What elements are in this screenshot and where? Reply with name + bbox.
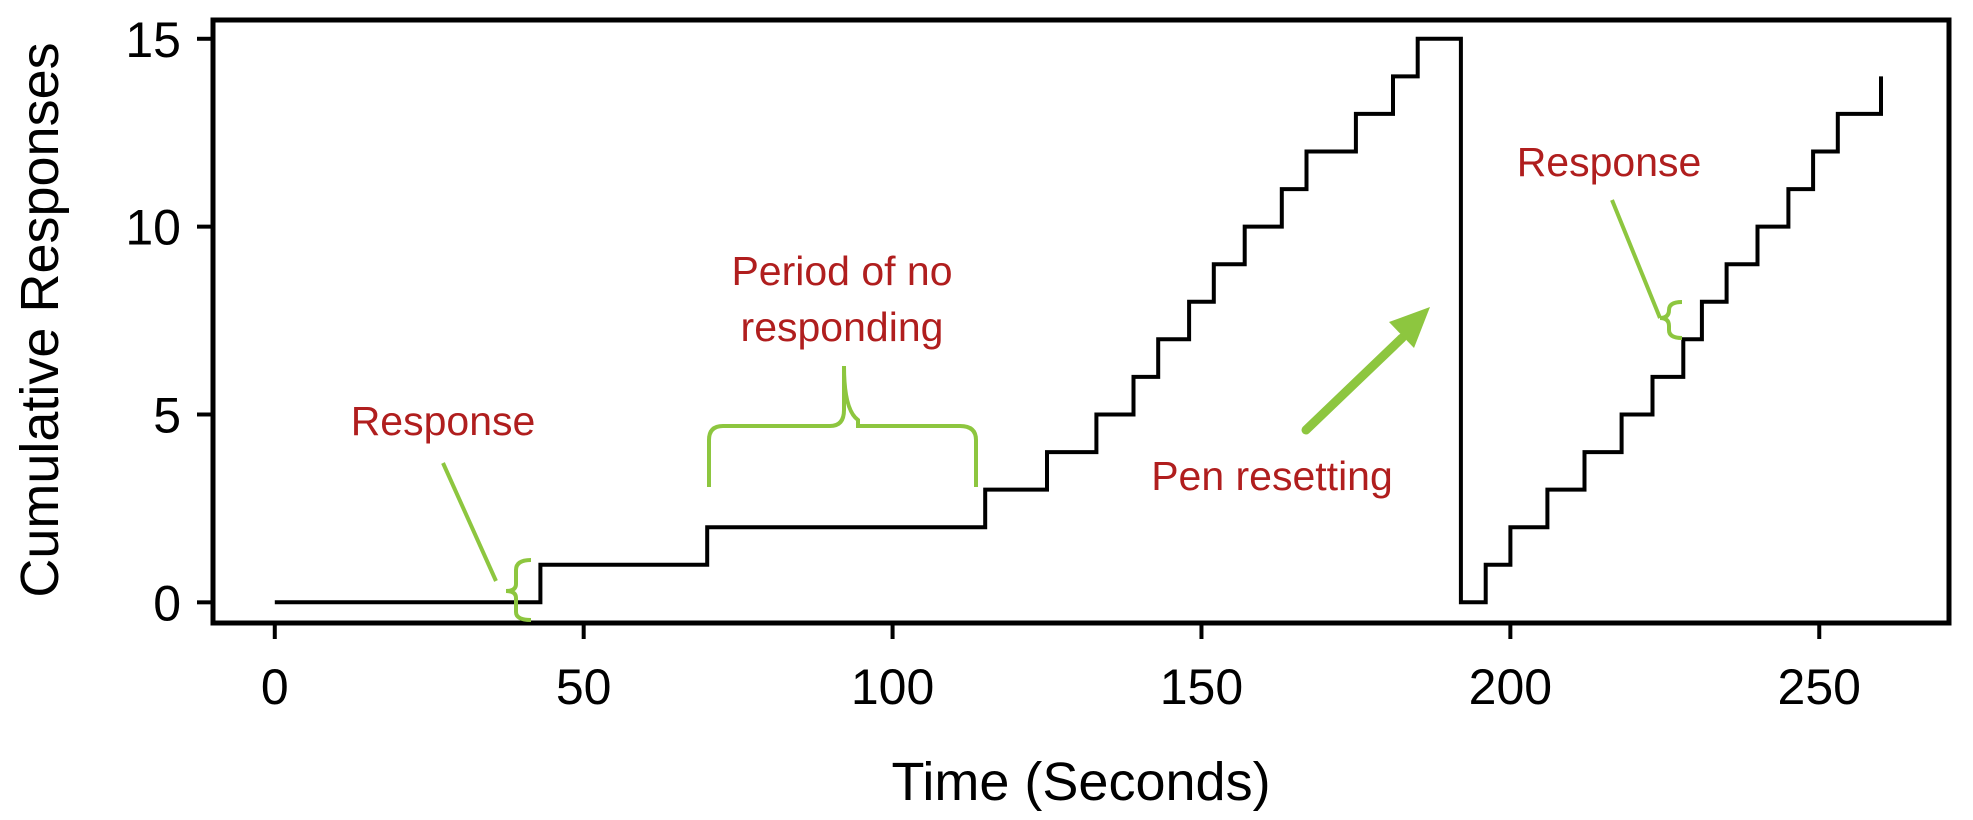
annotation-response-left: Response xyxy=(351,398,536,622)
annotation-pen-resetting-arrow-head xyxy=(1389,307,1430,348)
x-tick-label: 50 xyxy=(556,659,612,715)
x-axis-title: Time (Seconds) xyxy=(891,752,1270,812)
annotation-response-right-leader xyxy=(1610,199,1662,319)
y-tick-label: 15 xyxy=(125,12,181,68)
x-tick-label: 100 xyxy=(851,659,934,715)
annotation-response-right-label: Response xyxy=(1517,139,1702,185)
annotation-no-responding: Period of no responding xyxy=(707,248,978,487)
x-tick-label: 200 xyxy=(1469,659,1552,715)
annotation-no-responding-label-line1: Period of no xyxy=(731,248,952,294)
cumulative-record-line xyxy=(274,36,1883,605)
annotation-no-responding-brace xyxy=(707,365,978,487)
annotation-response-left-leader xyxy=(441,462,498,582)
y-tick-label: 5 xyxy=(153,387,181,443)
annotation-no-responding-label-line2: responding xyxy=(741,304,944,350)
annotation-response-right-bracket xyxy=(1659,300,1683,340)
annotation-pen-resetting-arrow-shaft xyxy=(1301,333,1407,435)
annotation-response-right: Response xyxy=(1517,139,1702,340)
y-tick-label: 0 xyxy=(153,575,181,631)
x-tick-label: 0 xyxy=(261,659,289,715)
y-axis-title: Cumulative Responses xyxy=(10,42,70,597)
plot-frame xyxy=(210,17,1952,626)
series-layer xyxy=(274,36,1883,605)
annotation-response-left-bracket xyxy=(505,558,532,622)
annotation-pen-resetting: Pen resetting xyxy=(1151,307,1430,499)
axis-ticks: 0 50 100 150 200 250 0 5 10 15 xyxy=(125,12,1861,715)
x-tick-label: 150 xyxy=(1160,659,1243,715)
y-tick-label: 10 xyxy=(125,200,181,256)
annotation-pen-resetting-label: Pen resetting xyxy=(1151,453,1393,499)
annotation-response-left-label: Response xyxy=(351,398,536,444)
x-tick-label: 250 xyxy=(1778,659,1861,715)
